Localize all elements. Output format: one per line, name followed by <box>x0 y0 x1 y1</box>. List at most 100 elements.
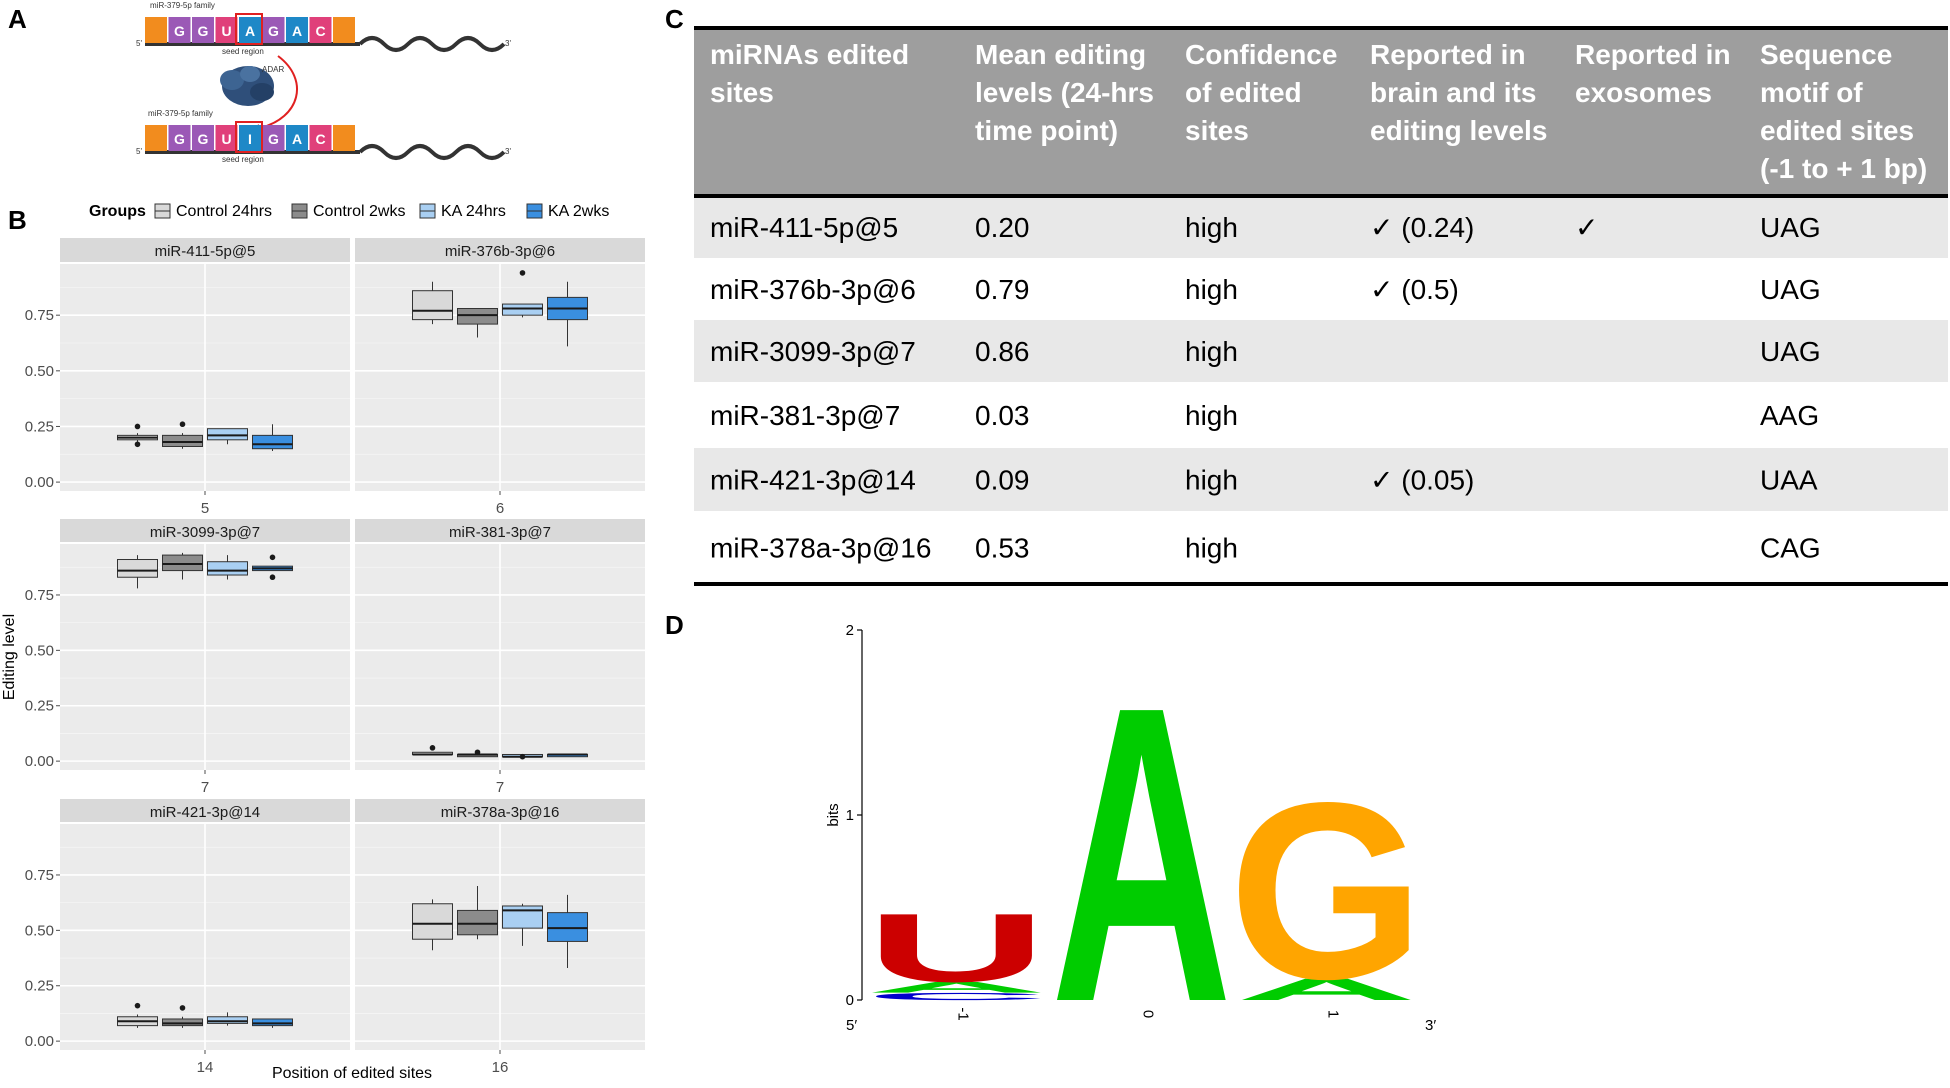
x-tick-label: 5 <box>201 500 209 517</box>
facet-title: miR-381-3p@7 <box>449 524 551 541</box>
bottom-nucleotide-letter: I <box>248 131 252 147</box>
facet-title: miR-378a-3p@16 <box>441 804 560 821</box>
table-row <box>694 258 1948 320</box>
logo-five-prime-label: 5′ <box>846 1017 857 1034</box>
table-cell: 0.09 <box>975 465 1030 496</box>
table-cell: UAA <box>1760 465 1818 496</box>
svg-text:A: A <box>1236 972 1418 1006</box>
logo-x-tick: -1 <box>955 1007 972 1020</box>
facet-title: miR-376b-3p@6 <box>445 243 555 260</box>
y-tick-label: 0.25 <box>25 978 54 995</box>
bottom-nucleotide-tile <box>309 125 332 151</box>
top-nucleotide-letter: A <box>292 23 302 39</box>
y-tick-label: 0.75 <box>25 307 54 324</box>
table-cell: miR-411-5p@5 <box>710 212 898 243</box>
facet-title: miR-411-5p@5 <box>155 243 256 260</box>
facet-strip <box>355 799 645 822</box>
column-header: Sequence <box>1760 39 1892 70</box>
column-header: Mean editing <box>975 39 1146 70</box>
top-nucleotide-letter: G <box>268 23 279 39</box>
svg-text:G: G <box>1229 751 1425 1032</box>
svg-text:U: U <box>866 893 1048 1002</box>
y-tick-label: 0.25 <box>25 418 54 435</box>
column-header: time point) <box>975 115 1118 146</box>
x-tick-label: 16 <box>492 1059 509 1076</box>
logo-letter-u: U <box>866 893 1048 1002</box>
table-cell: 0.03 <box>975 400 1030 431</box>
box-ka-24hrs <box>502 753 543 760</box>
facet-strip <box>60 799 350 822</box>
y-tick-label: 0.75 <box>25 867 54 884</box>
box-control-24hrs <box>412 899 453 951</box>
facet-title: miR-3099-3p@7 <box>150 524 260 541</box>
table-cell: ✓ <box>1575 212 1598 243</box>
facet-panel: miR-376b-3p@6 6 <box>355 238 645 517</box>
top-nucleotide-tile <box>192 17 214 43</box>
outlier-point <box>519 270 526 276</box>
table-cell: high <box>1185 533 1238 564</box>
facet-strip <box>60 238 350 262</box>
legend-label: KA 24hrs <box>441 203 506 220</box>
outlier-point <box>519 753 526 760</box>
table-cell: UAG <box>1760 274 1821 305</box>
bottom-nucleotide-letter: G <box>198 131 209 147</box>
box-control-2wks <box>162 552 203 580</box>
svg-text:C: C <box>866 991 1048 1002</box>
bottom-nucleotide-letter: U <box>221 131 231 147</box>
top-nucleotide-letter: C <box>315 23 325 39</box>
bottom-nucleotide-letter: G <box>268 131 279 147</box>
table-cell: 0.79 <box>975 274 1030 305</box>
logo-y-axis-title: bits <box>825 803 842 826</box>
edited-site-highlight-top <box>235 13 263 45</box>
bottom-nucleotide-tile <box>192 125 214 151</box>
facet-panel: miR-381-3p@7 7 <box>355 519 645 796</box>
top-nucleotide-tile <box>286 17 308 43</box>
facet-panel: miR-421-3p@14 0.00 0.25 0.50 0.75 14 <box>25 799 350 1076</box>
table-cell: UAG <box>1760 336 1821 367</box>
outlier-point <box>269 574 276 581</box>
adar-label: ADAR <box>262 65 284 74</box>
y-tick-label: 0.50 <box>25 922 54 939</box>
box-ka-2wks <box>547 281 588 347</box>
table-cell: high <box>1185 274 1238 305</box>
box-control-2wks <box>457 886 498 940</box>
facet-title: miR-421-3p@14 <box>150 804 260 821</box>
y-tick-label: 0.00 <box>25 474 54 491</box>
table-row <box>694 511 1948 584</box>
column-header: (-1 to + 1 bp) <box>1760 153 1927 184</box>
table-cell: 0.86 <box>975 336 1030 367</box>
outlier-point <box>179 1005 186 1011</box>
facet-strip <box>355 238 645 262</box>
column-header: editing levels <box>1370 115 1547 146</box>
panel-label-b: B <box>8 205 27 235</box>
y-tick-label: 0.50 <box>25 363 54 380</box>
facet-panel: miR-3099-3p@7 0.00 0.25 0.50 0.75 7 <box>25 519 350 796</box>
box-control-2wks <box>457 749 498 758</box>
column-header: motif of <box>1760 77 1863 108</box>
legend-label: Control 2wks <box>313 203 405 220</box>
logo-y-tick: 0 <box>846 992 854 1009</box>
logo-letter-a: A <box>866 979 1048 996</box>
table-row <box>694 320 1948 382</box>
facet-strip <box>60 519 350 542</box>
top-nucleotide-tile <box>333 17 355 43</box>
panel-label-c: C <box>665 4 684 34</box>
legend-label: KA 2wks <box>548 203 609 220</box>
table-cell: ✓ (0.24) <box>1370 212 1474 243</box>
bottom-nucleotide-tile <box>333 125 355 151</box>
column-header: Reported in <box>1575 39 1731 70</box>
top-nucleotide-letter: G <box>174 23 185 39</box>
column-header: miRNAs edited <box>710 39 909 70</box>
box-control-24hrs <box>117 1002 158 1028</box>
box-ka-2wks <box>252 424 293 451</box>
three-prime-top: 3' <box>505 39 511 48</box>
legend: Groups Control 24hrs Control 2wks KA 24hrs K… <box>89 203 609 220</box>
legend-title: Groups <box>89 203 146 220</box>
logo-y-tick: 1 <box>846 807 854 824</box>
boxplot-figure: Groups Control 24hrs Control 2wks KA 24hrs K… <box>1 203 645 1082</box>
y-axis-title: Editing level <box>1 614 18 700</box>
table-cell: CAG <box>1760 533 1821 564</box>
table-row <box>694 448 1948 511</box>
facet-strip <box>355 519 645 542</box>
